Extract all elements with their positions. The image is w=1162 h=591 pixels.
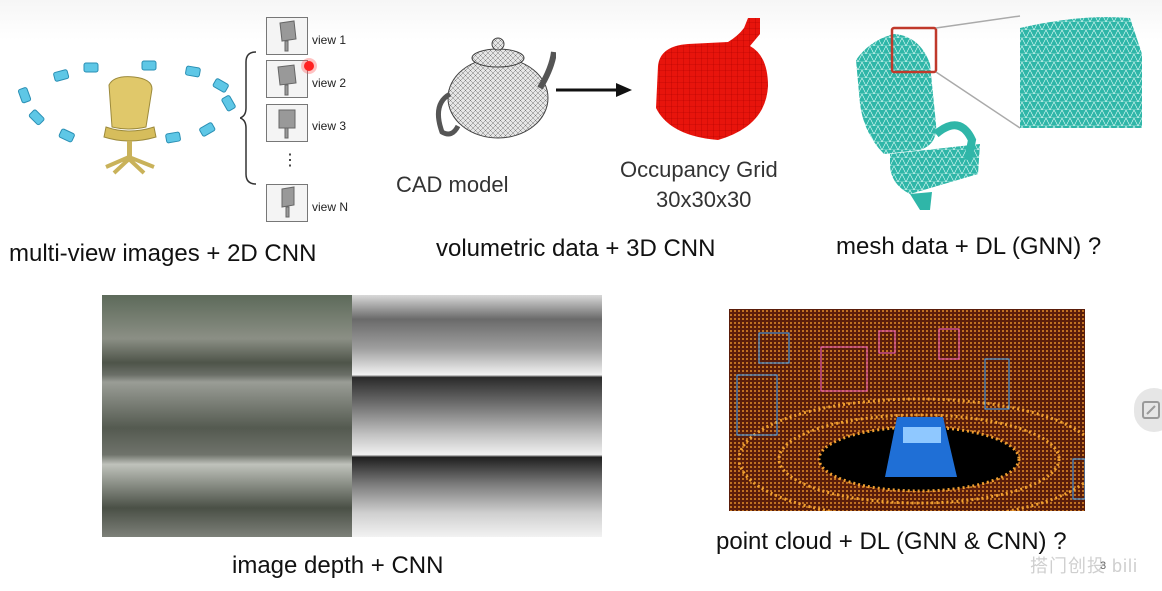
watermark-text: 搭门创投 bili bbox=[1030, 556, 1139, 576]
caption-depth: image depth + CNN bbox=[232, 552, 444, 579]
camera-icon bbox=[212, 78, 229, 93]
teapot-wireframe-icon bbox=[435, 37, 556, 139]
occupancy-grid-size: 30x30x30 bbox=[656, 187, 752, 212]
side-expand-button[interactable] bbox=[1134, 388, 1162, 432]
camera-icon bbox=[83, 62, 99, 73]
chair-thumb-icons bbox=[277, 20, 297, 218]
camera-icon bbox=[58, 128, 75, 143]
view-label: view N bbox=[312, 200, 349, 214]
caption-multiview: multi-view images + 2D CNN bbox=[9, 240, 317, 267]
cursor-indicator bbox=[304, 61, 314, 71]
view-label: view 3 bbox=[312, 119, 347, 133]
arrow-right-icon bbox=[556, 83, 632, 97]
camera-ring-illustration bbox=[17, 60, 236, 175]
view-label: view 2 bbox=[312, 76, 347, 90]
depth-map-image bbox=[352, 295, 602, 537]
voxel-grid-icon bbox=[656, 18, 768, 140]
camera-icon bbox=[17, 87, 32, 104]
camera-icon bbox=[199, 122, 216, 137]
page-number: 3 bbox=[1100, 560, 1107, 572]
camera-icon bbox=[185, 65, 201, 78]
cad-model-label: CAD model bbox=[396, 172, 509, 197]
caption-mesh: mesh data + DL (GNN) ? bbox=[836, 233, 1102, 260]
caption-volumetric: volumetric data + 3D CNN bbox=[436, 235, 716, 262]
view-ellipsis: ⋮ bbox=[282, 152, 298, 169]
caption-pointcloud: point cloud + DL (GNN & CNN) ? bbox=[716, 528, 1067, 555]
mesh-chair-icon bbox=[856, 15, 1142, 210]
camera-icon bbox=[53, 69, 70, 82]
expand-icon bbox=[1142, 401, 1160, 419]
camera-icon bbox=[221, 95, 236, 112]
occupancy-grid-label: Occupancy Grid bbox=[620, 157, 778, 182]
brace bbox=[240, 51, 257, 185]
office-chair-icon bbox=[103, 76, 157, 175]
view-label: view 1 bbox=[312, 33, 347, 47]
street-rgb-image bbox=[102, 295, 352, 537]
camera-icon bbox=[165, 131, 181, 144]
point-cloud-image bbox=[729, 309, 1085, 511]
camera-icon bbox=[28, 109, 45, 126]
camera-icon bbox=[141, 60, 157, 71]
